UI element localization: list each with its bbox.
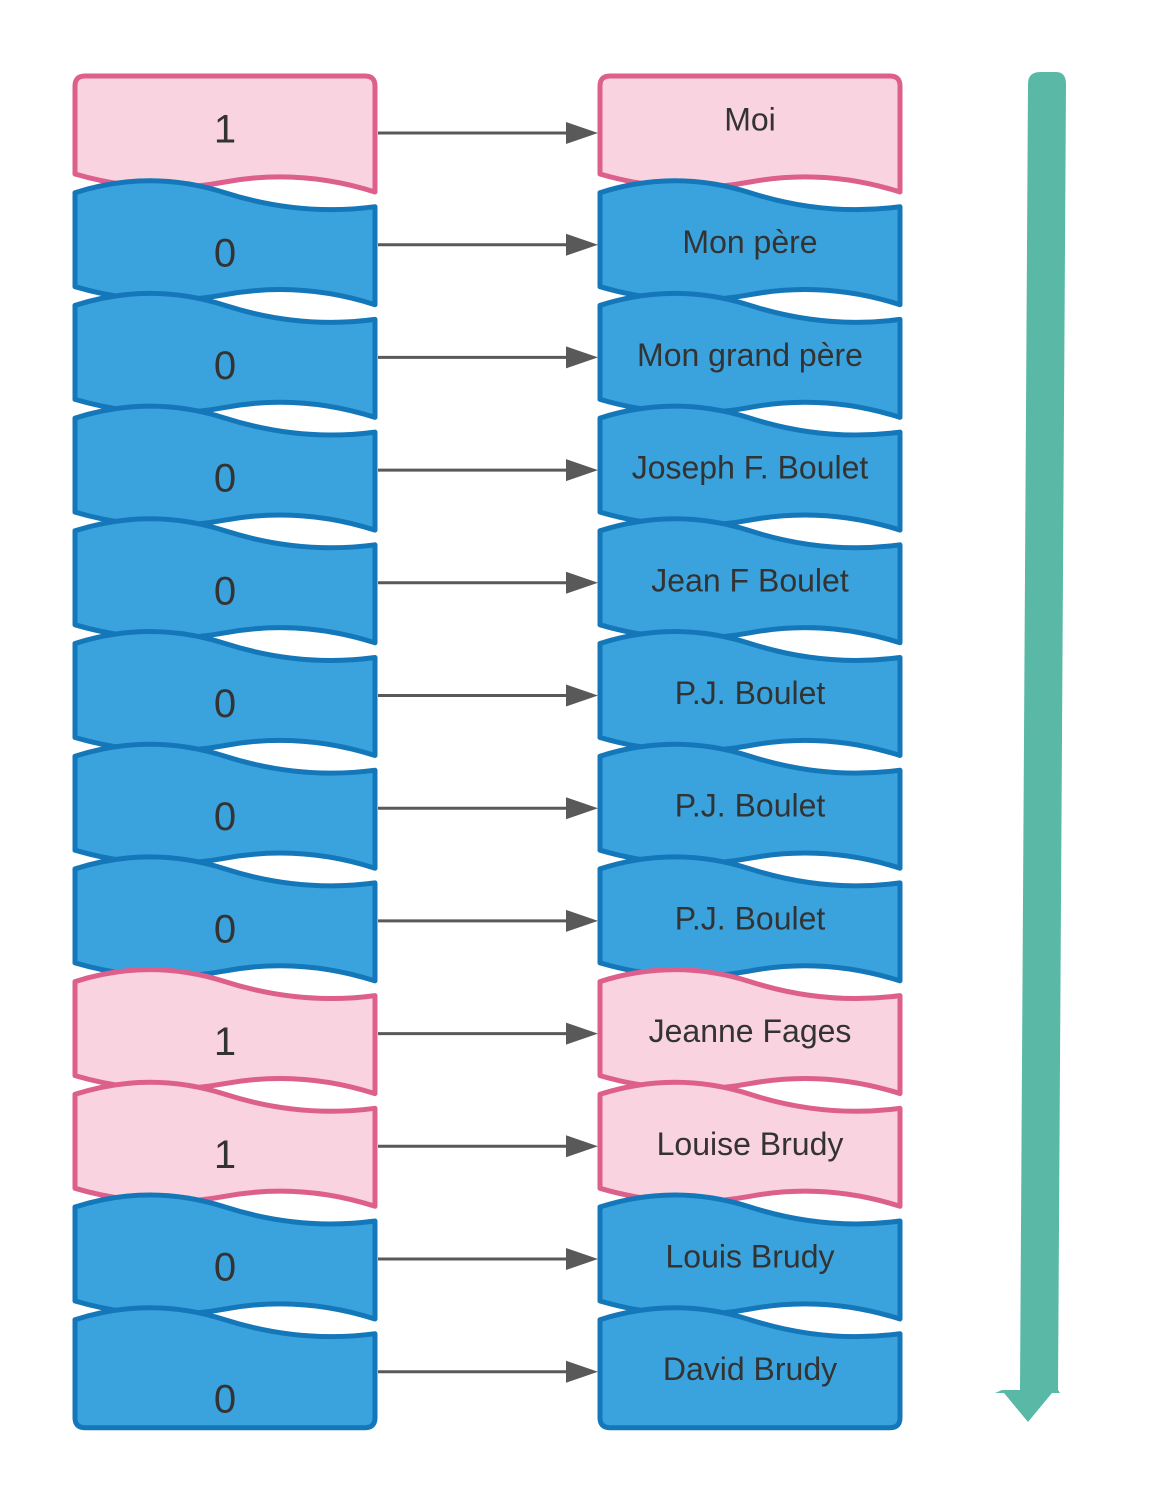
ancestor-cell: Moi <box>597 73 903 195</box>
arrow-right-icon <box>566 122 598 144</box>
arrow-right-icon <box>566 1248 598 1270</box>
ancestor-name: P.J. Boulet <box>675 675 826 711</box>
arrow-right-icon <box>566 684 598 707</box>
arrow-right-icon <box>566 1022 598 1045</box>
bit-cell: 0 <box>72 178 378 308</box>
ancestor-name: Mon père <box>682 224 817 260</box>
connector-arrow <box>378 233 598 256</box>
bit-cell: 0 <box>72 516 378 646</box>
ancestor-name: Moi <box>724 101 776 137</box>
connector-arrow <box>378 684 598 707</box>
bit-column: 1 0 0 0 0 0 0 0 1 1 0 0 <box>72 73 378 1431</box>
ancestor-cell: Joseph F. Boulet <box>597 403 903 533</box>
ancestor-cell: Mon grand père <box>597 290 903 420</box>
bit-value: 0 <box>214 1246 236 1290</box>
ancestor-cell: Mon père <box>597 178 903 308</box>
connector-arrow <box>378 122 598 144</box>
bit-cell: 0 <box>72 1192 378 1322</box>
arrow-right-icon <box>566 233 598 256</box>
bit-value: 1 <box>214 1020 236 1064</box>
ancestor-cell: Jeanne Fages <box>597 967 903 1097</box>
ancestor-name: Louis Brudy <box>666 1238 835 1274</box>
ancestor-name: P.J. Boulet <box>675 900 826 936</box>
bit-cell: 1 <box>72 1079 378 1209</box>
arrow-right-icon <box>566 909 598 932</box>
arrow-right-icon <box>566 459 598 482</box>
ancestor-name: Mon grand père <box>637 337 863 373</box>
bit-cell: 0 <box>72 854 378 984</box>
bit-cell: 0 <box>72 290 378 420</box>
connector-arrow <box>378 459 598 482</box>
bit-cell: 0 <box>72 403 378 533</box>
ancestor-cell: P.J. Boulet <box>597 629 903 758</box>
arrow-right-icon <box>566 346 598 369</box>
arrow-right-icon <box>566 571 598 594</box>
ancestor-name: Jeanne Fages <box>649 1013 852 1049</box>
bit-cell: 0 <box>72 629 378 758</box>
bit-value: 0 <box>214 907 236 951</box>
connector-arrow <box>378 1022 598 1045</box>
connector-arrow <box>378 571 598 594</box>
bit-value: 0 <box>214 344 236 388</box>
bit-value: 0 <box>214 457 236 501</box>
ancestor-cell: Jean F Boulet <box>597 516 903 646</box>
connector-arrow <box>378 909 598 932</box>
ancestor-cell: David Brudy <box>597 1305 903 1431</box>
ancestor-name: P.J. Boulet <box>675 788 826 824</box>
bit-value: 0 <box>214 1377 236 1421</box>
connectors <box>378 122 598 1383</box>
ancestor-name: David Brudy <box>663 1351 837 1387</box>
bit-value: 0 <box>214 682 236 726</box>
bit-cell: 0 <box>72 741 378 871</box>
bit-value: 1 <box>214 1133 236 1177</box>
bit-cell: 1 <box>72 967 378 1097</box>
ancestor-cell: Louise Brudy <box>597 1079 903 1209</box>
bit-value: 1 <box>214 108 236 152</box>
ancestor-name: Joseph F. Boulet <box>632 450 869 486</box>
ancestor-name: Louise Brudy <box>657 1126 844 1162</box>
bit-cell-shape <box>72 1305 378 1431</box>
bit-value: 0 <box>214 231 236 275</box>
arrow-right-icon <box>566 1360 598 1383</box>
connector-arrow <box>378 1248 598 1270</box>
connector-arrow <box>378 1135 598 1158</box>
connector-arrow <box>378 346 598 369</box>
ancestor-cell: Louis Brudy <box>597 1192 903 1322</box>
direction-arrow <box>995 72 1066 1422</box>
ancestor-cell-shape <box>597 1305 903 1431</box>
ancestor-cell: P.J. Boulet <box>597 741 903 871</box>
arrow-down-icon <box>995 72 1066 1422</box>
bit-value: 0 <box>214 569 236 613</box>
connector-arrow <box>378 1360 598 1383</box>
ancestor-name: Jean F Boulet <box>651 562 849 598</box>
ancestor-cell: P.J. Boulet <box>597 854 903 984</box>
bit-cell: 1 <box>72 73 378 195</box>
arrow-right-icon <box>566 797 598 820</box>
bit-cell: 0 <box>72 1305 378 1431</box>
arrow-right-icon <box>566 1135 598 1158</box>
connector-arrow <box>378 797 598 820</box>
name-column: Moi Mon père Mon grand père Joseph F. Boule… <box>597 73 903 1431</box>
bit-value: 0 <box>214 795 236 839</box>
